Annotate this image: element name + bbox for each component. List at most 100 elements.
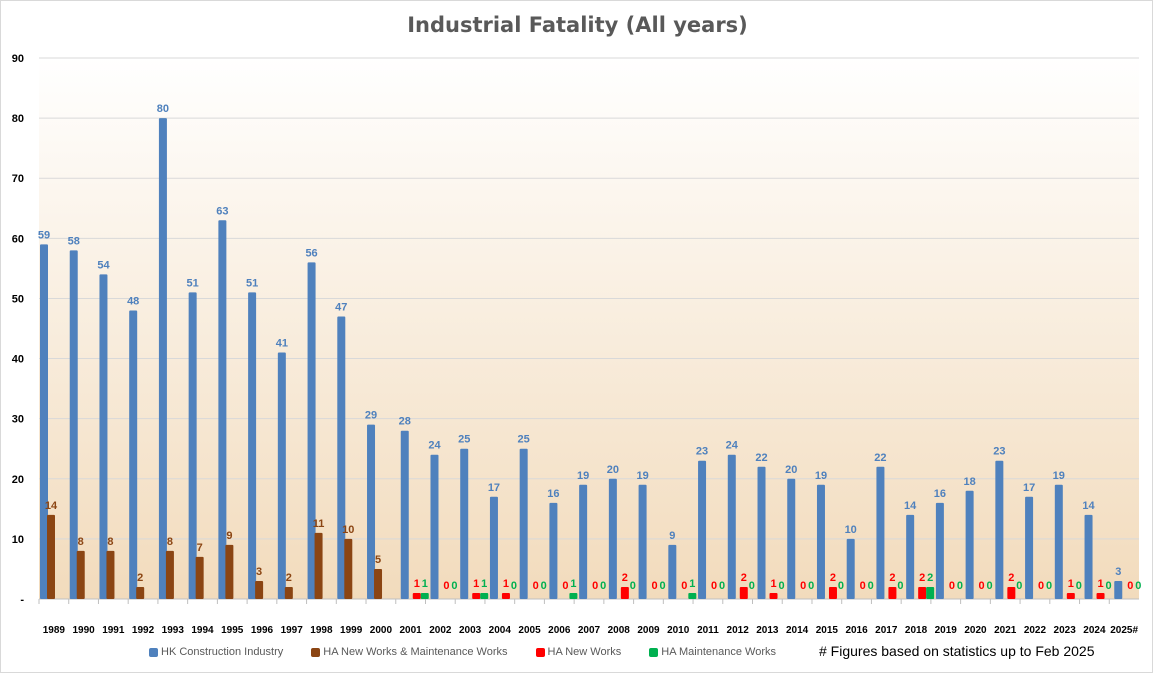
bar-hk-construction-industry xyxy=(549,502,558,599)
x-tick-label: 2014 xyxy=(786,625,809,636)
data-label: 18 xyxy=(963,476,975,488)
legend-swatch xyxy=(311,647,321,657)
data-label: 8 xyxy=(78,536,84,548)
data-label: 14 xyxy=(45,500,58,512)
data-label: 25 xyxy=(518,434,530,446)
data-label: 41 xyxy=(276,338,288,350)
legend-label: HK Construction Industry xyxy=(161,646,284,658)
x-tick-label: 2006 xyxy=(548,625,571,636)
bar-ha-new-works-maintenance-works xyxy=(344,538,353,599)
data-label: 20 xyxy=(785,464,797,476)
data-label: 0 xyxy=(749,580,755,592)
bar-hk-construction-industry xyxy=(906,514,915,599)
data-label: 1 xyxy=(503,578,509,590)
data-label: 3 xyxy=(256,566,262,578)
data-label: 25 xyxy=(458,434,470,446)
data-label: 2 xyxy=(889,572,895,584)
bar-hk-construction-industry xyxy=(757,466,766,599)
bar-hk-construction-industry xyxy=(307,262,316,599)
data-label: 0 xyxy=(1076,580,1082,592)
x-tick-label: 2000 xyxy=(370,625,393,636)
data-label: 1 xyxy=(473,578,479,590)
data-label: 0 xyxy=(533,580,539,592)
bar-hk-construction-industry xyxy=(608,478,617,599)
bar-ha-new-works xyxy=(1066,592,1075,599)
legend-item: HA New Works xyxy=(535,646,621,658)
data-label: 0 xyxy=(711,580,717,592)
data-label: 51 xyxy=(246,277,258,289)
bar-ha-new-works xyxy=(739,586,748,599)
data-label: 0 xyxy=(1016,580,1022,592)
data-label: 10 xyxy=(845,524,857,536)
data-label: 0 xyxy=(681,580,687,592)
data-label: 9 xyxy=(669,530,675,542)
x-tick-label: 2024 xyxy=(1083,625,1106,636)
bar-ha-new-works-maintenance-works xyxy=(255,580,264,599)
x-tick-label: 1989 xyxy=(43,625,66,636)
bar-ha-new-works-maintenance-works xyxy=(225,544,234,599)
data-label: 0 xyxy=(451,580,457,592)
data-label: 0 xyxy=(541,580,547,592)
x-tick-label: 1999 xyxy=(340,625,363,636)
legend-swatch xyxy=(649,647,659,657)
bar-hk-construction-industry xyxy=(995,460,1004,599)
bar-hk-construction-industry xyxy=(1054,484,1063,599)
x-tick-label: 1992 xyxy=(132,625,155,636)
bar-hk-construction-industry xyxy=(816,484,825,599)
bar-hk-construction-industry xyxy=(579,484,588,599)
x-tick-label: 2023 xyxy=(1054,625,1077,636)
x-tick-label: 2019 xyxy=(935,625,958,636)
data-label: 2 xyxy=(741,572,747,584)
bar-ha-maintenance-works xyxy=(420,592,429,599)
bar-hk-construction-industry xyxy=(1114,580,1123,599)
x-tick-label: 1993 xyxy=(162,625,185,636)
bar-hk-construction-industry xyxy=(277,352,286,599)
bar-ha-maintenance-works xyxy=(688,592,697,599)
data-label: 1 xyxy=(422,578,428,590)
data-label: 14 xyxy=(1082,500,1095,512)
data-label: 0 xyxy=(1038,580,1044,592)
y-tick-label: 80 xyxy=(12,113,24,125)
x-tick-label: 1991 xyxy=(102,625,125,636)
bar-ha-new-works xyxy=(918,586,927,599)
bar-ha-new-works xyxy=(412,592,421,599)
data-label: 0 xyxy=(719,580,725,592)
bar-hk-construction-industry xyxy=(1084,514,1093,599)
data-label: 22 xyxy=(874,452,886,464)
data-label: 16 xyxy=(547,488,559,500)
x-tick-label: 2008 xyxy=(608,625,631,636)
data-label: 0 xyxy=(630,580,636,592)
x-tick-label: 2010 xyxy=(667,625,690,636)
data-label: 0 xyxy=(957,580,963,592)
data-label: 0 xyxy=(838,580,844,592)
data-label: 2 xyxy=(927,572,933,584)
data-label: 9 xyxy=(226,530,232,542)
data-label: 10 xyxy=(342,524,354,536)
x-tick-label: 2025# xyxy=(1110,625,1138,636)
data-label: 24 xyxy=(726,440,739,452)
data-label: 80 xyxy=(157,103,169,115)
x-tick-label: 2017 xyxy=(875,625,898,636)
bar-hk-construction-industry xyxy=(787,478,796,599)
bar-hk-construction-industry xyxy=(698,460,707,599)
data-label: 63 xyxy=(216,205,228,217)
data-label: 20 xyxy=(607,464,619,476)
y-tick-label: 60 xyxy=(12,233,24,245)
data-label: 47 xyxy=(335,301,347,313)
plot-area xyxy=(39,58,1139,599)
data-label: 1 xyxy=(1068,578,1074,590)
data-label: 0 xyxy=(800,580,806,592)
data-label: 0 xyxy=(443,580,449,592)
chart-title: Industrial Fatality (All years) xyxy=(407,13,748,37)
bar-ha-new-works-maintenance-works xyxy=(76,550,85,599)
x-tick-label: 2007 xyxy=(578,625,601,636)
bar-ha-maintenance-works xyxy=(569,592,578,599)
data-label: 0 xyxy=(1127,580,1133,592)
x-tick-label: 2015 xyxy=(816,625,839,636)
bar-hk-construction-industry xyxy=(218,220,227,600)
bar-ha-maintenance-works xyxy=(480,592,489,599)
y-tick-label: 50 xyxy=(12,293,24,305)
legend-item: HA New Works & Maintenance Works xyxy=(311,646,508,658)
y-tick-label: - xyxy=(20,594,24,606)
